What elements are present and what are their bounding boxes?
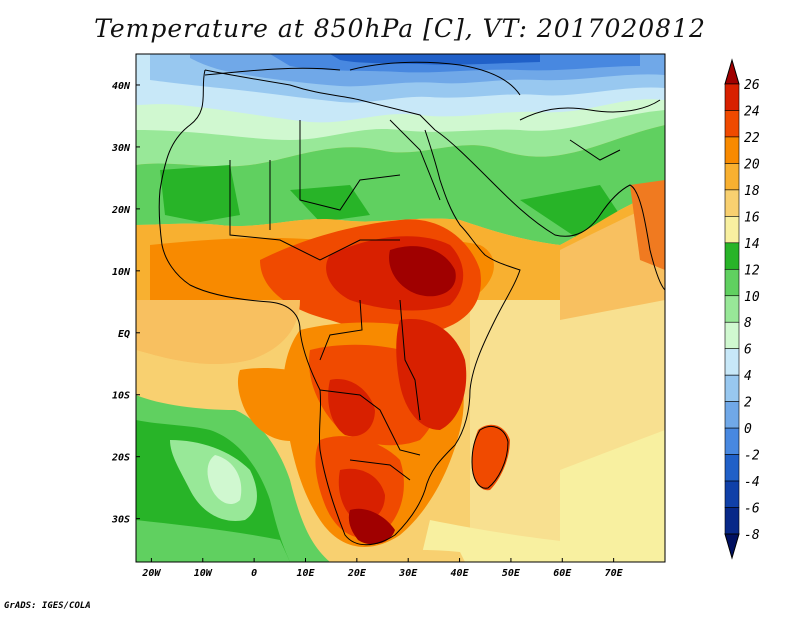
colorbar-bin (724, 374, 740, 402)
colorbar-level-label: -8 (744, 528, 760, 543)
colorbar-bin (724, 163, 740, 191)
plot-frame (135, 53, 666, 563)
colorbar-level-label: 14 (744, 237, 760, 252)
colorbar-level-label: 2 (744, 396, 752, 411)
colorbar-bin (724, 295, 740, 323)
colorbar-level-label: 12 (744, 263, 760, 278)
lon-tick-label: 0 (251, 568, 257, 579)
colorbar-level-label: 22 (744, 131, 760, 146)
colorbar-bin (724, 136, 740, 164)
colorbar-bin (724, 480, 740, 508)
colorbar-max-arrow (724, 58, 740, 85)
lat-tick-label: 20S (111, 453, 130, 464)
colorbar-level-label: 10 (744, 290, 760, 305)
colorbar-bin (724, 110, 740, 138)
lat-tick-label: 30N (111, 143, 131, 154)
colorbar-bin (724, 83, 740, 111)
colorbar-level-label: 16 (744, 210, 760, 225)
lat-tick-label: 20N (111, 205, 131, 216)
colorbar-level-label: -2 (744, 449, 760, 464)
colorbar-bin (724, 401, 740, 429)
lon-tick-label: 70E (605, 568, 624, 579)
lon-tick-label: 50E (502, 568, 521, 579)
lat-tick-label: 30S (111, 515, 130, 526)
lon-tick-label: 20E (347, 568, 367, 579)
coastlines (158, 61, 665, 546)
colorbar-level-label: -6 (744, 502, 760, 517)
colorbar-level-label: 18 (744, 184, 760, 199)
lon-tick-label: 30E (398, 568, 418, 579)
longitude-axis: 20W 10W 0 10E 20E 30E 40E 50E 60E 70E (141, 558, 624, 579)
lat-tick-label: EQ (118, 329, 130, 340)
colorbar-bin (724, 348, 740, 376)
colorbar-bin (724, 454, 740, 482)
colorbar-level-label: 8 (744, 316, 752, 331)
colorbar-bin (724, 427, 740, 455)
lon-tick-label: 10W (194, 568, 213, 579)
colorbar-level-label: -4 (744, 475, 760, 490)
colorbar-bin (724, 321, 740, 350)
colorbar-bin (724, 507, 740, 535)
colorbar-level-label: 6 (744, 343, 752, 358)
lat-tick-label: 40N (112, 81, 131, 92)
colorbar-min-arrow (724, 533, 740, 560)
lon-tick-label: 20W (141, 568, 161, 579)
colorbar-bin (724, 189, 740, 217)
latitude-axis: 40N 30N 20N 10N EQ 10S 20S 30S (111, 81, 140, 526)
lon-tick-label: 10E (296, 568, 315, 579)
colorbar-level-label: 24 (744, 104, 760, 119)
lat-tick-label: 10S (112, 391, 130, 402)
grads-credit: GrADS: IGES/COLA (4, 601, 91, 611)
colorbar-bin (724, 268, 740, 297)
colorbar-bin (724, 216, 740, 244)
colorbar-level-label: 4 (744, 369, 752, 384)
colorbar-bin (724, 242, 740, 270)
lon-tick-label: 40E (451, 568, 470, 579)
colorbar-level-label: 20 (744, 157, 760, 172)
map-title: Temperature at 850hPa [C], VT: 201702081… (94, 14, 706, 43)
colorbar-level-label: 0 (744, 422, 752, 437)
lat-tick-label: 10N (112, 267, 131, 278)
lon-tick-label: 60E (553, 568, 572, 579)
colorbar-level-label: 26 (744, 78, 760, 93)
